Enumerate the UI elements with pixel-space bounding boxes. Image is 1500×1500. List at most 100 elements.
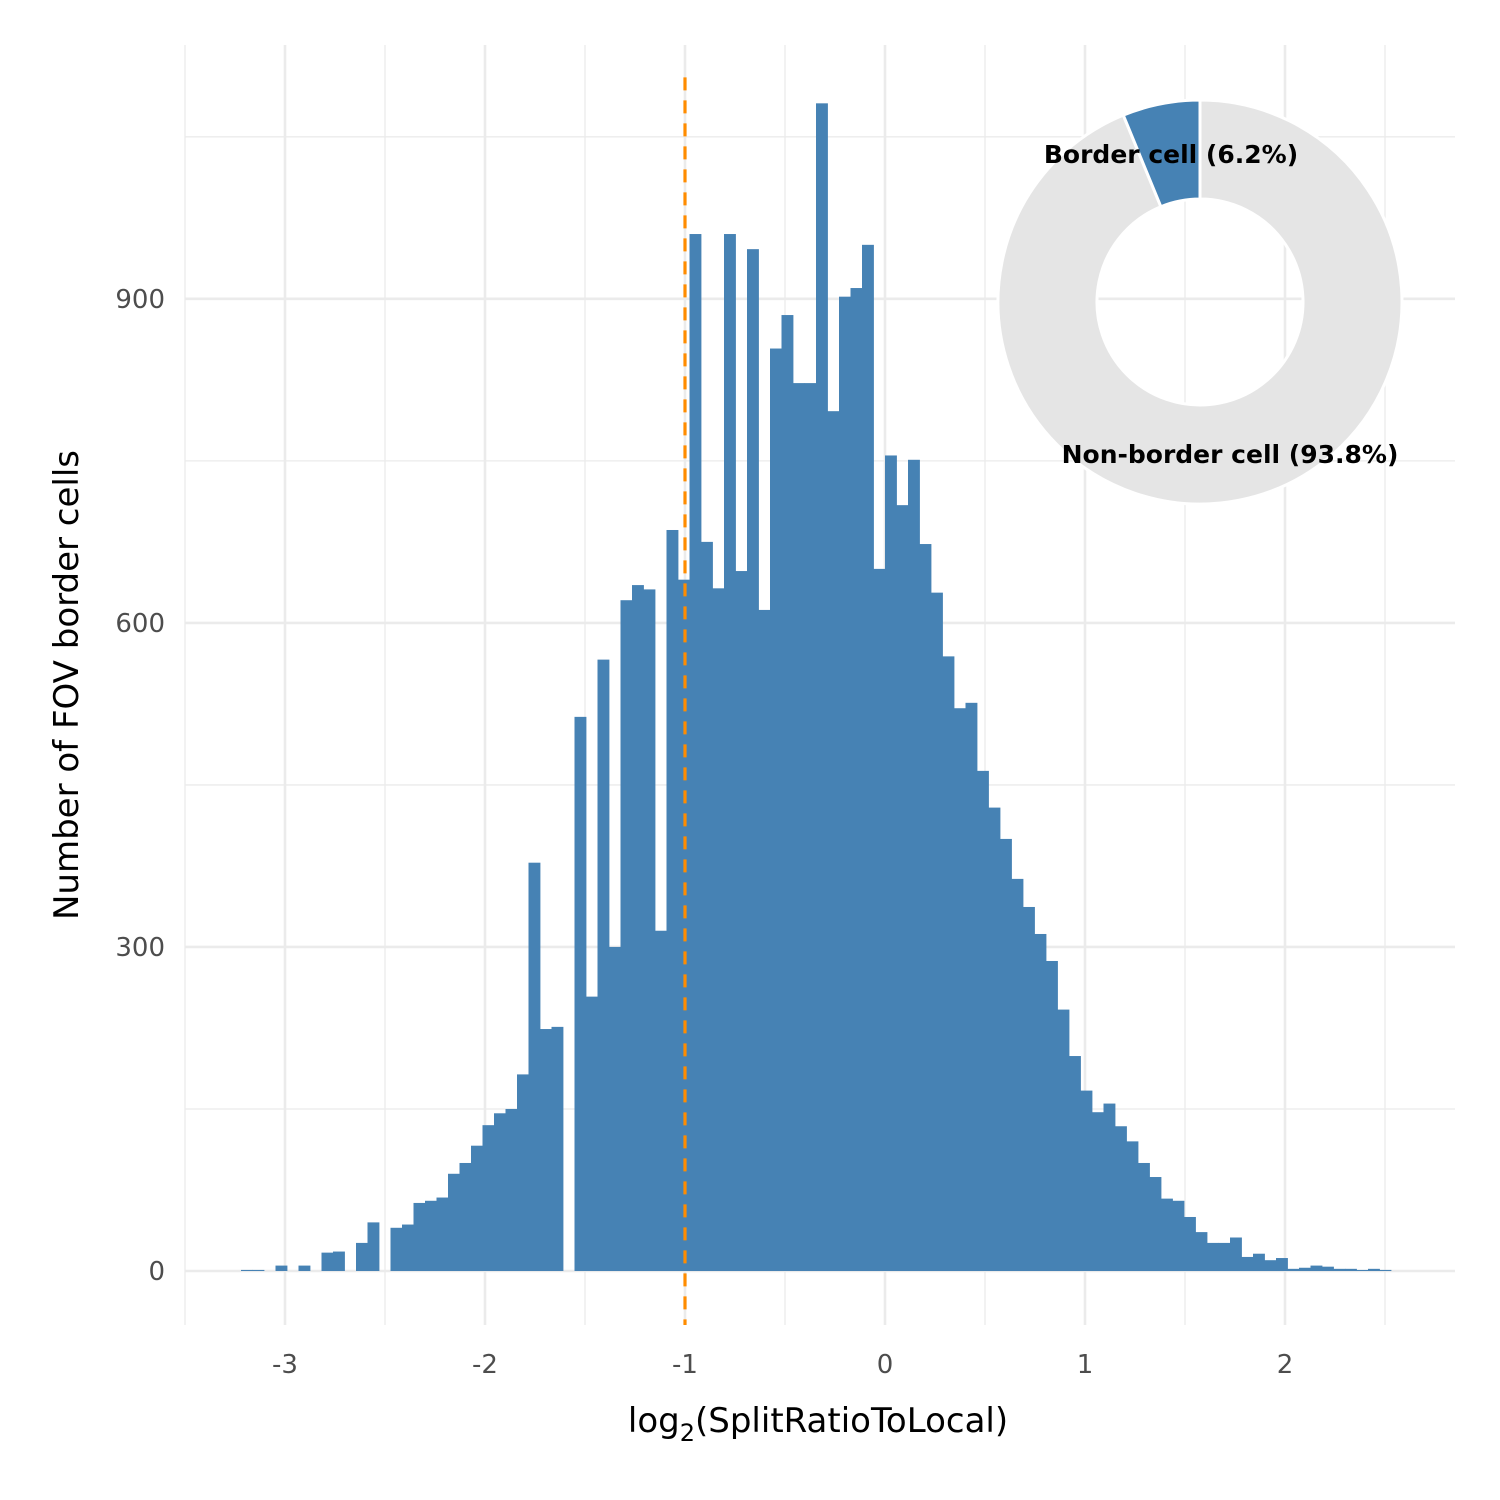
histogram-bar <box>862 244 874 1271</box>
donut-slice-non-border <box>996 98 1404 506</box>
x-axis-ticks: -3 -2 -1 0 1 2 <box>272 1350 1293 1380</box>
histogram-bar <box>758 609 771 1271</box>
histogram-bar <box>839 296 851 1271</box>
histogram-bar <box>965 702 978 1271</box>
histogram-bar <box>1149 1177 1162 1271</box>
histogram-bar <box>436 1197 449 1271</box>
histogram-bar <box>1230 1237 1242 1271</box>
y-tick-label: 300 <box>115 933 165 963</box>
histogram-bar <box>701 541 713 1271</box>
histogram-bar <box>1023 906 1035 1271</box>
histogram-bar <box>1161 1198 1173 1271</box>
histogram-bar <box>712 588 725 1271</box>
histogram-bar <box>620 600 633 1271</box>
histogram-bar <box>1138 1162 1150 1271</box>
x-tick-label: 2 <box>1277 1350 1294 1380</box>
histogram-bar <box>425 1200 437 1271</box>
histogram-bar <box>1080 1090 1093 1271</box>
histogram-bar <box>505 1108 518 1271</box>
histogram-bar <box>356 1242 368 1271</box>
histogram-bar <box>793 383 805 1271</box>
y-tick-label: 900 <box>115 285 165 315</box>
histogram-bar <box>321 1252 334 1271</box>
donut-slice-border <box>1121 98 1202 209</box>
histogram-bar <box>517 1074 529 1271</box>
histogram-bar <box>804 383 817 1271</box>
x-tick-label: 1 <box>1077 1350 1094 1380</box>
histogram-bar <box>1287 1268 1300 1271</box>
histogram-bar <box>942 656 955 1271</box>
histogram-bar <box>390 1227 403 1271</box>
histogram-bar <box>551 1026 564 1271</box>
histogram-bar <box>1345 1268 1357 1271</box>
x-axis-title-log: log <box>628 1401 680 1441</box>
histogram-bar <box>275 1265 288 1271</box>
x-tick-label: -3 <box>272 1350 298 1380</box>
x-axis-title: log2(SplitRatioToLocal) <box>628 1401 1008 1447</box>
y-axis-title: Number of FOV border cells <box>47 450 87 920</box>
histogram-bar <box>471 1145 483 1271</box>
histogram-bar <box>885 455 897 1271</box>
histogram-bar <box>1000 838 1012 1271</box>
histogram-bar <box>827 411 840 1271</box>
histogram-bar <box>1322 1266 1334 1271</box>
histogram-bar <box>1126 1141 1139 1271</box>
histogram-bar <box>1069 1056 1081 1271</box>
histogram-bar <box>252 1269 265 1271</box>
histogram-bar <box>1195 1232 1208 1271</box>
histogram-bar <box>540 1029 552 1271</box>
histogram-bar <box>632 585 644 1271</box>
histogram-bar <box>1253 1253 1265 1271</box>
histogram-bar <box>448 1173 460 1271</box>
histogram-bar <box>586 996 598 1271</box>
histogram-bar <box>609 946 621 1271</box>
histogram-bar <box>1207 1242 1219 1271</box>
histogram-bar <box>413 1202 426 1271</box>
histogram-bar <box>1356 1269 1369 1271</box>
histogram-bar <box>1310 1265 1323 1271</box>
histogram-bar <box>678 579 690 1271</box>
histogram-bar <box>333 1251 345 1271</box>
histogram-bar <box>1115 1126 1127 1271</box>
histogram-bar <box>241 1269 253 1271</box>
histogram-bar <box>1172 1200 1185 1271</box>
y-axis-ticks: 0 300 600 900 <box>115 285 165 1287</box>
histogram-bar <box>367 1222 380 1271</box>
histogram-bar <box>954 708 966 1271</box>
histogram-bar <box>482 1125 495 1271</box>
border-cell-label: Border cell (6.2%) <box>1044 140 1298 169</box>
x-axis-title-quantity: (SplitRatioToLocal) <box>695 1401 1008 1441</box>
histogram-bar <box>666 529 679 1271</box>
histogram-bar <box>735 571 748 1271</box>
histogram-bar <box>298 1265 311 1271</box>
histogram-bar <box>494 1113 506 1271</box>
x-tick-label: -1 <box>672 1350 698 1380</box>
histogram-bar <box>896 505 909 1271</box>
histogram-bars <box>241 103 1392 1271</box>
histogram-bar <box>931 592 943 1271</box>
histogram-bar <box>908 459 920 1271</box>
histogram-bar <box>724 234 736 1271</box>
histogram-bar <box>1276 1258 1288 1271</box>
histogram-bar <box>850 288 863 1271</box>
histogram-bar <box>1241 1256 1254 1271</box>
histogram-bar <box>747 249 759 1271</box>
histogram-bar <box>402 1224 414 1271</box>
histogram-bar <box>643 589 656 1271</box>
histogram-bar <box>1379 1269 1392 1271</box>
non-border-cell-label: Non-border cell (93.8%) <box>1062 440 1399 469</box>
y-tick-label: 600 <box>115 609 165 639</box>
histogram-bar <box>1184 1216 1196 1271</box>
histogram-bar <box>1333 1268 1346 1271</box>
histogram-bar <box>1264 1260 1277 1271</box>
histogram-bar <box>1092 1112 1104 1271</box>
histogram-bar <box>977 770 989 1271</box>
histogram-bar <box>988 807 1001 1271</box>
histogram-bar <box>1057 1009 1070 1271</box>
histogram-bar <box>1218 1242 1231 1271</box>
histogram-bar <box>597 659 610 1271</box>
histogram-bar <box>574 716 587 1271</box>
histogram-bar <box>528 862 541 1271</box>
histogram-bar <box>873 568 886 1271</box>
